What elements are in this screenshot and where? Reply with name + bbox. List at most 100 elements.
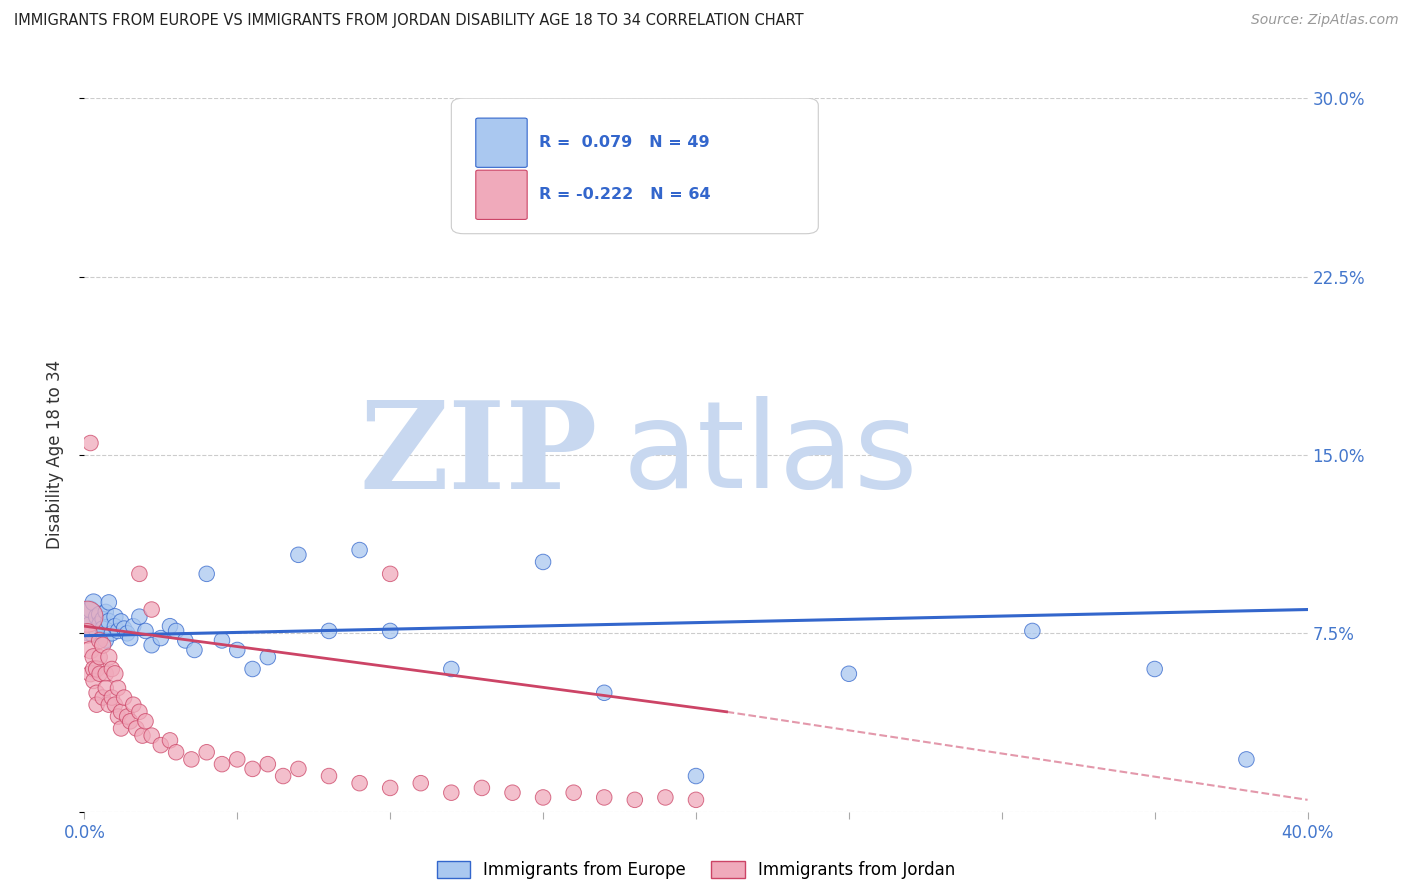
Point bbox=[135, 714, 157, 729]
Point bbox=[180, 752, 202, 766]
Point bbox=[440, 662, 463, 676]
Point bbox=[838, 666, 860, 681]
Point bbox=[471, 780, 494, 795]
Point bbox=[86, 686, 108, 700]
Point bbox=[97, 698, 120, 712]
Point bbox=[349, 543, 371, 558]
Point bbox=[257, 757, 280, 772]
Point bbox=[211, 757, 233, 772]
Point bbox=[115, 626, 138, 640]
Point bbox=[685, 769, 707, 783]
Point bbox=[94, 666, 117, 681]
Point bbox=[242, 762, 264, 776]
Point bbox=[89, 633, 111, 648]
Point bbox=[135, 624, 157, 638]
Point bbox=[149, 631, 172, 645]
FancyBboxPatch shape bbox=[451, 98, 818, 234]
Point bbox=[97, 595, 120, 609]
Point bbox=[257, 650, 280, 665]
Point bbox=[195, 745, 218, 759]
Point bbox=[183, 643, 205, 657]
Point bbox=[226, 643, 249, 657]
Point bbox=[409, 776, 432, 790]
Point bbox=[165, 624, 187, 638]
Point bbox=[101, 662, 124, 676]
Point bbox=[97, 650, 120, 665]
Point bbox=[159, 619, 181, 633]
Point bbox=[349, 776, 371, 790]
Point bbox=[141, 729, 163, 743]
Point bbox=[211, 633, 233, 648]
Point bbox=[128, 609, 150, 624]
Point bbox=[318, 624, 340, 638]
Point bbox=[110, 705, 132, 719]
Point bbox=[94, 681, 117, 695]
Point bbox=[79, 436, 101, 450]
Point bbox=[128, 705, 150, 719]
Point bbox=[83, 673, 105, 688]
Legend: Immigrants from Europe, Immigrants from Jordan: Immigrants from Europe, Immigrants from … bbox=[430, 854, 962, 886]
Point bbox=[685, 793, 707, 807]
Point bbox=[149, 738, 172, 752]
Point bbox=[89, 650, 111, 665]
Point bbox=[287, 548, 309, 562]
Point bbox=[1021, 624, 1043, 638]
Point bbox=[112, 690, 135, 705]
FancyBboxPatch shape bbox=[475, 118, 527, 168]
Text: Source: ZipAtlas.com: Source: ZipAtlas.com bbox=[1251, 13, 1399, 28]
Point bbox=[502, 786, 524, 800]
Point bbox=[104, 666, 127, 681]
Point bbox=[89, 607, 111, 622]
Point bbox=[271, 769, 294, 783]
Text: ZIP: ZIP bbox=[360, 396, 598, 514]
Point bbox=[86, 624, 108, 638]
Point bbox=[242, 662, 264, 676]
Text: R =  0.079   N = 49: R = 0.079 N = 49 bbox=[540, 135, 710, 150]
Text: R = -0.222   N = 64: R = -0.222 N = 64 bbox=[540, 187, 711, 202]
Point bbox=[128, 566, 150, 581]
Point bbox=[226, 752, 249, 766]
Point bbox=[83, 650, 105, 665]
Point bbox=[101, 626, 124, 640]
Point bbox=[104, 619, 127, 633]
Point bbox=[76, 626, 98, 640]
Point bbox=[97, 615, 120, 629]
Point bbox=[86, 662, 108, 676]
Point bbox=[115, 709, 138, 723]
Point bbox=[131, 729, 153, 743]
Point bbox=[79, 666, 101, 681]
Point bbox=[380, 624, 402, 638]
Point bbox=[593, 686, 616, 700]
Point bbox=[110, 615, 132, 629]
Point bbox=[120, 631, 142, 645]
Point bbox=[94, 633, 117, 648]
Point bbox=[141, 638, 163, 652]
Point bbox=[122, 619, 145, 633]
Point bbox=[165, 745, 187, 759]
Point bbox=[107, 709, 129, 723]
Point bbox=[83, 626, 105, 640]
Point bbox=[125, 722, 148, 736]
Point bbox=[1236, 752, 1258, 766]
Point bbox=[318, 769, 340, 783]
Point bbox=[91, 690, 114, 705]
Point bbox=[593, 790, 616, 805]
Point bbox=[91, 622, 114, 636]
Point bbox=[76, 615, 98, 629]
Point bbox=[380, 780, 402, 795]
Point bbox=[107, 681, 129, 695]
Point bbox=[89, 666, 111, 681]
FancyBboxPatch shape bbox=[475, 170, 527, 219]
Point bbox=[86, 609, 108, 624]
Point bbox=[562, 786, 585, 800]
Point bbox=[104, 698, 127, 712]
Text: atlas: atlas bbox=[623, 396, 918, 514]
Point bbox=[79, 619, 101, 633]
Point bbox=[94, 605, 117, 619]
Point bbox=[83, 595, 105, 609]
Text: IMMIGRANTS FROM EUROPE VS IMMIGRANTS FROM JORDAN DISABILITY AGE 18 TO 34 CORRELA: IMMIGRANTS FROM EUROPE VS IMMIGRANTS FRO… bbox=[14, 13, 804, 29]
Point bbox=[380, 566, 402, 581]
Point bbox=[91, 612, 114, 626]
Point bbox=[76, 609, 98, 624]
Point bbox=[112, 622, 135, 636]
